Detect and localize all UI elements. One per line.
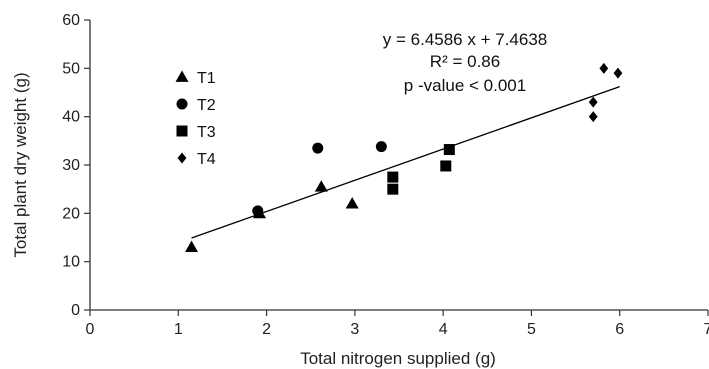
legend-label-t1: T1 [197,70,216,87]
data-point-t1 [314,180,328,192]
y-axis-title: Total plant dry weight (g) [11,72,30,257]
legend-marker-t4 [177,152,187,164]
y-tick-label: 50 [62,60,80,77]
equation-annotation: y = 6.4586 x + 7.4638 [383,30,547,49]
x-axis-title: Total nitrogen supplied (g) [300,349,496,368]
data-point-t2 [312,142,324,154]
y-tick-label: 10 [62,254,80,271]
data-point-t4 [599,62,609,74]
data-point-t3 [440,160,452,172]
data-point-t3 [443,144,455,156]
axes [84,19,709,316]
y-tick-label: 30 [62,157,80,174]
r-squared-annotation: R² = 0.86 [430,52,500,71]
data-point-t2 [252,205,264,217]
data-point-t2 [375,141,387,153]
x-tick-label: 7 [704,321,709,338]
y-tick-label: 20 [62,205,80,222]
x-tick-label: 0 [86,321,95,338]
x-tick-label: 5 [527,321,536,338]
x-tick-label: 3 [350,321,359,338]
legend-label-t3: T3 [197,124,216,141]
data-point-t4 [613,67,623,79]
y-tick-label: 40 [62,109,80,126]
x-tick-label: 6 [615,321,624,338]
data-point-t3 [387,171,399,183]
data-point-t4 [588,96,598,108]
p-value-annotation: p -value < 0.001 [404,76,526,95]
y-tick-label: 0 [71,302,80,319]
data-point-t4 [588,111,598,123]
y-tick-label: 60 [62,12,80,29]
data-points [185,62,623,253]
legend-marker-t1 [175,70,189,82]
data-point-t1 [345,197,359,209]
legend-label-t2: T2 [197,97,216,114]
x-tick-label: 1 [174,321,183,338]
legend-label-t4: T4 [197,151,216,168]
legend-marker-t3 [176,125,188,137]
legend: T1 T2 T3 T4 [175,70,216,168]
data-point-t3 [387,183,399,195]
x-tick-label: 2 [262,321,271,338]
x-tick-label: 4 [439,321,448,338]
data-point-t1 [185,240,199,253]
legend-marker-t2 [176,98,188,110]
tick-labels: 0 10 20 30 40 50 60 0 1 2 3 4 5 6 7 [62,12,709,338]
